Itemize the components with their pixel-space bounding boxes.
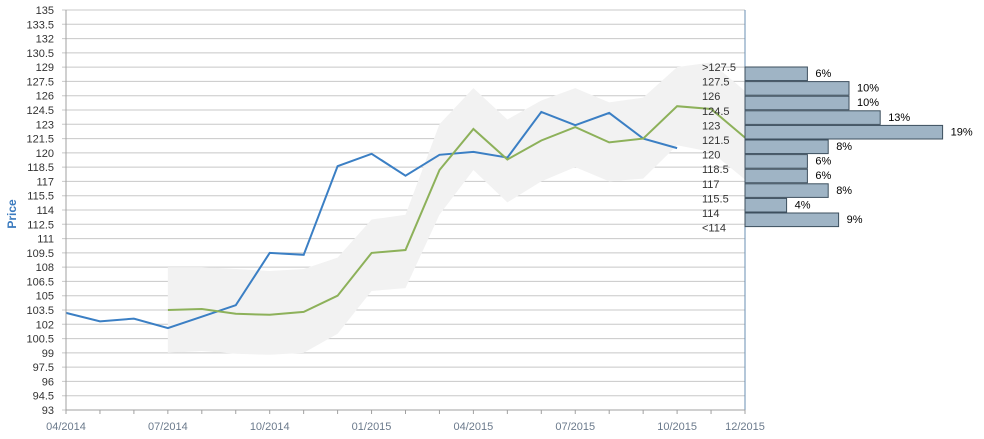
histogram-pct-label: 10% [857,83,879,95]
y-tick-labels: 93 94.5 96 97.5 99 100.5 102 103.5 105 106.5 108 10… [26,5,54,417]
y-tick-label: 108 [36,262,54,274]
x-tick-label: 01/2015 [352,421,392,433]
histogram-bin-label: 115.5 [702,193,729,205]
y-tick-label: 126 [36,91,54,103]
histogram-bar [744,81,850,96]
y-tick-label: 102 [36,319,54,331]
histogram-bar [744,66,808,82]
histogram-pct-label: 6% [815,170,831,182]
x-tick-labels: 04/2014 07/2014 10/2014 01/2015 04/2015 07/20… [46,421,765,433]
x-tick-label: 12/2015 [725,421,765,433]
histogram-pct-label: 19% [951,126,973,138]
series-line-2 [167,105,746,316]
distribution-histogram: >127.5 6% 127.5 10% 126 10% 124.5 13% 123 19% 121.… [702,62,973,235]
x-tick-label: 07/2014 [148,421,188,433]
x-tick-label: 04/2015 [454,421,494,433]
histogram-bin-label: 117 [702,179,720,191]
y-tick-label: 112.5 [27,219,54,231]
y-tick-label: 132 [36,34,54,46]
y-tick-label: 94.5 [33,391,54,403]
axes [65,10,746,414]
y-tick-label: 93 [42,405,54,417]
forecast-band-area [167,62,746,355]
histogram-bin-label: 118.5 [702,164,729,176]
forecast-band [167,62,746,355]
histogram-bar [744,197,788,213]
series-lines [65,105,746,330]
y-axis-label: Price [5,199,19,229]
y-tick-label: 121.5 [26,134,54,146]
histogram-bar [744,154,808,169]
histogram-bin-label: 126 [702,91,720,103]
y-tick-label: 124.5 [26,105,54,117]
grid-lines [62,9,745,411]
x-tick-label: 07/2015 [555,421,595,433]
series-line-1 [65,110,678,330]
histogram-bar [744,212,840,228]
y-tick-label: 114 [36,205,54,217]
y-tick-label: 103.5 [26,305,54,317]
histogram-bin-label: 127.5 [702,77,730,89]
histogram-bar [744,110,881,125]
histogram-bar [744,183,829,198]
y-tick-label: 97.5 [33,362,54,374]
y-tick-label: 111 [37,234,54,246]
histogram-pct-label: 8% [836,141,852,153]
y-tick-label: 133.5 [26,19,54,31]
histogram-bar [744,168,808,184]
y-tick-label: 106.5 [26,276,54,288]
histogram-bar [744,139,829,155]
y-tick-label: 130.5 [26,48,54,60]
histogram-bin-label: 114 [702,208,720,220]
histogram-bin-label: 124.5 [702,106,730,118]
histogram-bin-label: 121.5 [702,135,730,147]
x-tick-label: 10/2014 [250,421,290,433]
x-tick-label: 10/2015 [657,421,697,433]
y-tick-label: 99 [42,348,54,360]
y-tick-label: 120 [36,148,54,160]
histogram-bin-label: 120 [702,150,720,162]
histogram-bin-label: >127.5 [702,62,736,74]
histogram-bar [744,124,944,140]
y-tick-label: 129 [36,62,54,74]
y-tick-label: 117 [36,176,54,188]
histogram-pct-label: 10% [857,97,879,109]
y-tick-label: 118.5 [27,162,54,174]
y-tick-label: 135 [36,5,54,17]
y-tick-label: 105 [36,291,54,303]
histogram-pct-label: 4% [795,199,811,211]
y-tick-label: 123 [36,119,54,131]
histogram-bin-label: <114 [702,223,726,235]
x-tick-label: 04/2014 [46,421,86,433]
y-tick-label: 127.5 [26,76,54,88]
y-tick-label: 100.5 [26,334,54,346]
y-tick-label: 96 [42,376,54,388]
histogram-pct-label: 8% [836,185,852,197]
histogram-pct-label: 6% [815,68,831,80]
histogram-pct-label: 9% [847,214,863,226]
histogram-bar [744,95,850,111]
y-tick-label: 115.5 [27,191,54,203]
histogram-bin-label: 123 [702,120,720,132]
y-tick-label: 109.5 [26,248,54,260]
histogram-pct-label: 13% [888,112,910,124]
histogram-pct-label: 6% [815,156,831,168]
